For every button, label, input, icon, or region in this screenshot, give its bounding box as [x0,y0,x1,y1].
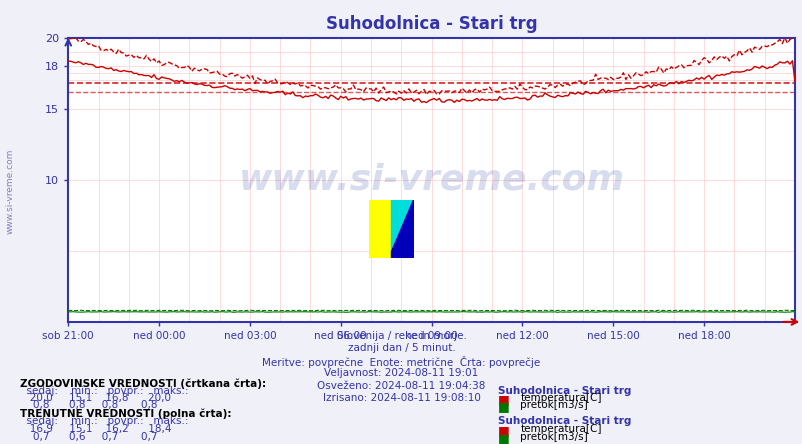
Text: 0,8      0,8     0,8       0,8: 0,8 0,8 0,8 0,8 [20,400,157,411]
Text: 16,9     15,1    16,2      18,4: 16,9 15,1 16,2 18,4 [20,424,172,434]
Polygon shape [391,200,413,258]
Text: 20,0     15,1    16,8      20,0: 20,0 15,1 16,8 20,0 [20,393,171,404]
Text: ■: ■ [497,432,509,444]
Polygon shape [391,200,413,252]
Text: zadnji dan / 5 minut.: zadnji dan / 5 minut. [347,343,455,353]
Text: Izrisano: 2024-08-11 19:08:10: Izrisano: 2024-08-11 19:08:10 [322,393,480,403]
Text: TRENUTNE VREDNOSTI (polna črta):: TRENUTNE VREDNOSTI (polna črta): [20,408,231,419]
Title: Suhodolnica - Stari trg: Suhodolnica - Stari trg [326,16,537,33]
Text: sedaj:    min.:   povpr.:   maks.:: sedaj: min.: povpr.: maks.: [20,416,188,426]
Text: ■: ■ [497,400,509,413]
Text: Suhodolnica - Stari trg: Suhodolnica - Stari trg [497,416,630,426]
Text: sedaj:    min.:   povpr.:   maks.:: sedaj: min.: povpr.: maks.: [20,386,188,396]
Text: Osveženo: 2024-08-11 19:04:38: Osveženo: 2024-08-11 19:04:38 [317,381,485,391]
Text: www.si-vreme.com: www.si-vreme.com [238,163,624,197]
Text: pretok[m3/s]: pretok[m3/s] [520,400,587,411]
Text: ■: ■ [497,424,509,436]
Text: Suhodolnica - Stari trg: Suhodolnica - Stari trg [497,386,630,396]
Text: pretok[m3/s]: pretok[m3/s] [520,432,587,442]
Text: Slovenija / reke in morje.: Slovenija / reke in morje. [336,331,466,341]
Polygon shape [369,200,391,258]
Text: Veljavnost: 2024-08-11 19:01: Veljavnost: 2024-08-11 19:01 [324,368,478,378]
Text: www.si-vreme.com: www.si-vreme.com [5,148,14,234]
Polygon shape [369,200,391,258]
Text: ZGODOVINSKE VREDNOSTI (črtkana črta):: ZGODOVINSKE VREDNOSTI (črtkana črta): [20,378,266,389]
Text: Meritve: povprečne  Enote: metrične  Črta: povprečje: Meritve: povprečne Enote: metrične Črta:… [262,356,540,368]
Text: 0,7      0,6     0,7       0,7: 0,7 0,6 0,7 0,7 [20,432,157,442]
Text: temperatura[C]: temperatura[C] [520,424,601,434]
Text: ■: ■ [497,393,509,406]
Text: temperatura[C]: temperatura[C] [520,393,601,404]
